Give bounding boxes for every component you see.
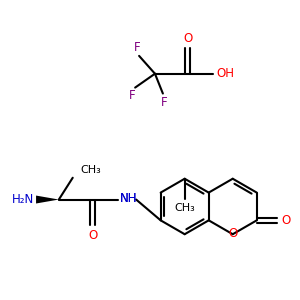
Text: OH: OH	[216, 67, 234, 80]
Text: O: O	[88, 229, 97, 242]
Text: F: F	[134, 41, 140, 55]
Text: CH₃: CH₃	[174, 203, 195, 214]
Text: NH: NH	[119, 192, 137, 205]
Text: O: O	[183, 32, 192, 44]
Text: F: F	[129, 89, 136, 102]
Text: NH: NH	[119, 192, 137, 205]
Text: F: F	[160, 96, 167, 109]
Polygon shape	[36, 196, 59, 203]
Text: O: O	[228, 227, 237, 240]
Text: H₂N: H₂N	[12, 193, 34, 206]
Text: CH₃: CH₃	[81, 165, 101, 175]
Text: O: O	[282, 214, 291, 227]
